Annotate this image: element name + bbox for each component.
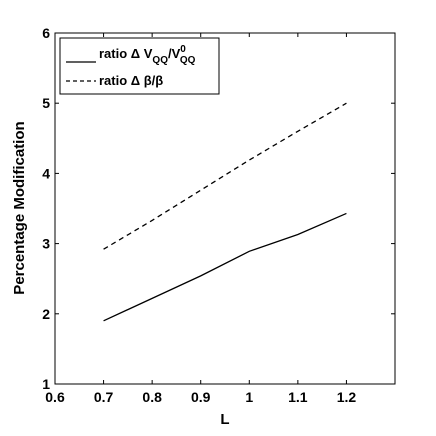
y-tick-label: 1 xyxy=(42,376,50,392)
series-line-delta-beta xyxy=(103,102,347,250)
x-tick-label: 1.1 xyxy=(288,389,308,405)
y-tick-label: 3 xyxy=(42,236,50,252)
y-axis: 1 2 3 4 5 6 xyxy=(42,25,395,392)
y-axis-label: Percentage Modification xyxy=(11,121,28,294)
legend-entry-1: ratio Δ VQQ/V0 QQ xyxy=(99,44,196,66)
x-tick-label: 1.2 xyxy=(337,389,357,405)
y-tick-label: 5 xyxy=(42,95,50,111)
legend-box xyxy=(59,37,220,95)
series-layer xyxy=(103,102,347,322)
y-tick-label: 4 xyxy=(42,165,50,181)
x-tick-label: 0.9 xyxy=(191,389,211,405)
series-line-delta-v xyxy=(103,212,347,322)
x-axis: 0.6 0.7 0.8 0.9 1 1.1 1.2 xyxy=(45,33,356,405)
x-tick-label: 0.7 xyxy=(94,389,114,405)
x-tick-label: 0.6 xyxy=(45,389,65,405)
x-axis-label: L xyxy=(220,411,229,428)
x-tick-label: 0.8 xyxy=(142,389,162,405)
y-tick-label: 2 xyxy=(42,306,50,322)
x-tick-label: 1 xyxy=(245,389,253,405)
y-tick-label: 6 xyxy=(42,25,50,41)
legend: ratio Δ VQQ/V0 QQ ratio Δ β/β xyxy=(59,37,220,95)
legend-entry-2: ratio Δ β/β xyxy=(99,73,163,88)
